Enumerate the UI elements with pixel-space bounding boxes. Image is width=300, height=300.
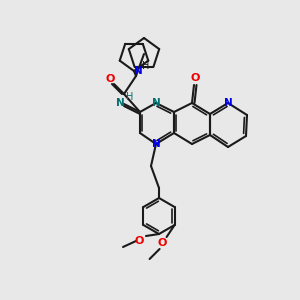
Text: N: N (152, 139, 160, 149)
Text: O: O (105, 74, 115, 84)
Text: N: N (134, 66, 142, 76)
Text: N: N (224, 98, 232, 108)
Text: H: H (126, 92, 134, 102)
Text: O: O (134, 236, 144, 246)
Text: N: N (116, 98, 124, 108)
Text: N: N (152, 98, 160, 108)
Text: O: O (190, 73, 200, 83)
Text: O: O (158, 238, 167, 248)
Text: H: H (142, 61, 150, 71)
